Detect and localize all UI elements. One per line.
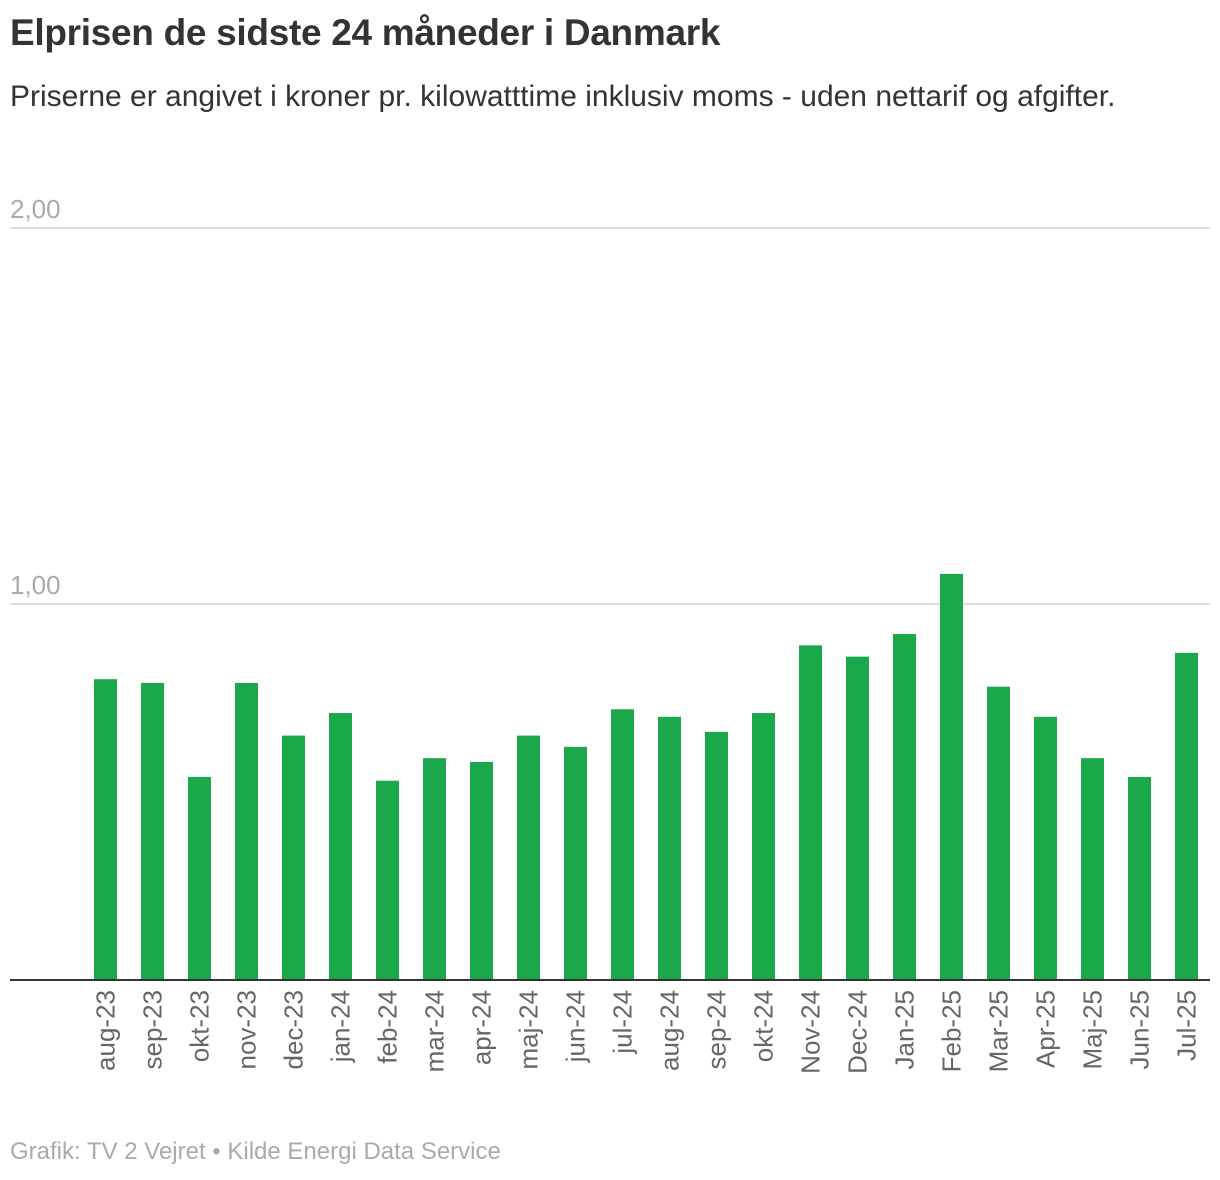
bar-mar-24 — [423, 758, 446, 980]
source-credit: Grafik: TV 2 Vejret • Kilde Energi Data … — [10, 1138, 501, 1165]
bar-Mar-25 — [987, 686, 1010, 980]
bar-aug-23 — [94, 679, 117, 980]
bar-Jan-25 — [893, 634, 916, 980]
x-tick-label: Jun-25 — [1125, 990, 1155, 1070]
bar-maj-24 — [517, 735, 540, 980]
x-tick-label: Apr-25 — [1031, 990, 1061, 1068]
x-axis-labels: aug-23 sep-23 okt-23 nov-23 dec-23 jan-24 feb-… — [91, 990, 1202, 1074]
bar-apr-24 — [470, 761, 493, 980]
bar-jun-24 — [564, 746, 587, 980]
bar-jul-24 — [611, 709, 634, 980]
bar-Apr-25 — [1034, 716, 1057, 980]
bar-Maj-25 — [1081, 758, 1104, 980]
bar-chart: 1,00 2,00 aug-23 sep-23 okt-23 nov-23 dec-23 j… — [10, 194, 1210, 1074]
bar-Jul-25 — [1175, 652, 1198, 980]
x-tick-label: Feb-25 — [937, 990, 967, 1072]
x-tick-label: okt-23 — [185, 990, 215, 1062]
bar-sep-24 — [705, 731, 728, 980]
x-tick-label: sep-23 — [138, 990, 168, 1070]
x-tick-label: apr-24 — [467, 990, 497, 1065]
x-tick-label: jun-24 — [561, 990, 591, 1063]
bar-aug-24 — [658, 716, 681, 980]
x-tick-label: Jul-25 — [1172, 990, 1202, 1061]
x-tick-label: Nov-24 — [796, 990, 826, 1074]
bar-dec-23 — [282, 735, 305, 980]
bar-Jun-25 — [1128, 776, 1151, 980]
y-tick-label: 1,00 — [10, 570, 61, 600]
x-tick-label: okt-24 — [749, 990, 779, 1062]
bar-Dec-24 — [846, 656, 869, 980]
bar-nov-23 — [235, 682, 258, 980]
bar-Feb-25 — [940, 573, 963, 980]
x-tick-label: jul-24 — [608, 990, 638, 1055]
x-tick-label: aug-24 — [655, 990, 685, 1071]
bar-sep-23 — [141, 682, 164, 980]
bars — [94, 573, 1198, 980]
chart-subtitle: Priserne er angivet i kroner pr. kilowat… — [10, 80, 1116, 113]
x-tick-label: Dec-24 — [843, 990, 873, 1074]
bar-jan-24 — [329, 713, 352, 980]
gridlines: 1,00 2,00 — [10, 194, 1210, 605]
x-tick-label: Jan-25 — [890, 990, 920, 1070]
y-tick-label: 2,00 — [10, 194, 61, 224]
chart-title: Elprisen de sidste 24 måneder i Danmark — [10, 12, 721, 53]
x-tick-label: nov-23 — [232, 990, 262, 1070]
bar-Nov-24 — [799, 645, 822, 980]
x-tick-label: Maj-25 — [1078, 990, 1108, 1069]
x-tick-label: maj-24 — [514, 990, 544, 1069]
bar-okt-23 — [188, 776, 211, 980]
x-tick-label: mar-24 — [420, 990, 450, 1072]
bar-okt-24 — [752, 713, 775, 980]
x-tick-label: dec-23 — [279, 990, 309, 1070]
bar-feb-24 — [376, 780, 399, 980]
x-tick-label: sep-24 — [702, 990, 732, 1070]
x-tick-label: jan-24 — [326, 990, 356, 1063]
x-tick-label: aug-23 — [91, 990, 121, 1071]
x-tick-label: Mar-25 — [984, 990, 1014, 1072]
x-tick-label: feb-24 — [373, 990, 403, 1064]
